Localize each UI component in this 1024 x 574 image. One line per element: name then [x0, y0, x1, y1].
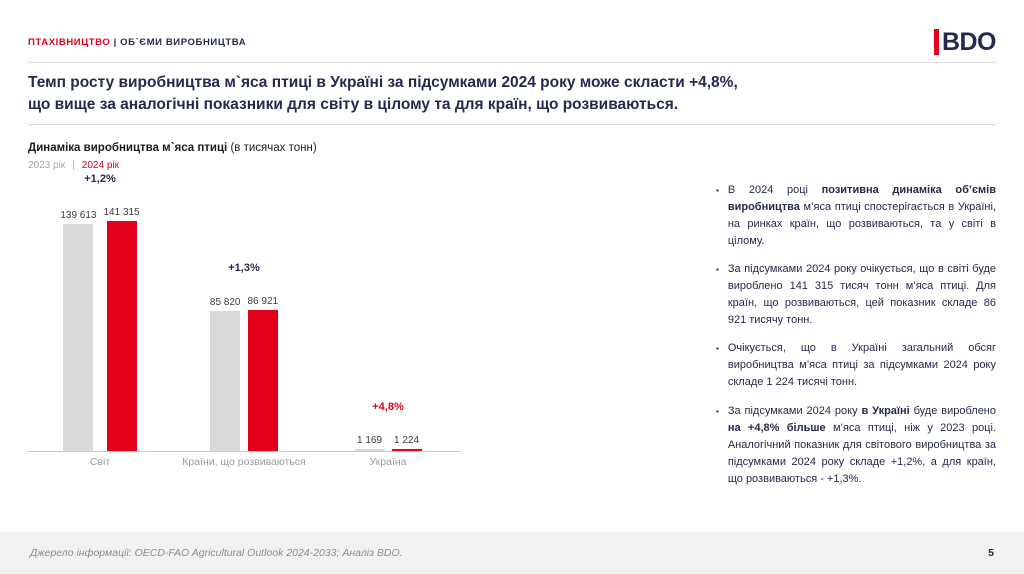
bullet-marker: ▪ [716, 344, 719, 354]
bullet-text-segment: За підсумками 2024 року очікується, що в… [727, 263, 996, 327]
chart-title-bold: Динаміка виробництва м`яса птиці [28, 142, 228, 154]
category-label: Україна [369, 456, 407, 468]
bar-wrap: 1 169 [354, 435, 385, 451]
bullet-list: ▪ В 2024 році позитивна динаміка об’ємів … [716, 182, 996, 499]
growth-label: +1,2% [84, 173, 116, 185]
bullet-text-segment: В 2024 році [727, 184, 822, 196]
bar-wrap: 85 820 [210, 297, 241, 451]
chart-title-rest: (в тисячах тонн) [227, 142, 317, 154]
bullet-text: За підсумками 2024 року в Україні буде в… [728, 403, 996, 488]
section-label: ПТАХІВНИЦТВО | ОБ`ЄМИ ВИРОБНИЦТВА [28, 37, 246, 48]
bar-group: +1,2% 139 613 141 315 [28, 173, 172, 451]
bar [391, 449, 422, 451]
bar-value-label: 85 820 [209, 297, 241, 308]
bullet-text-segment: буде вироблено [909, 404, 997, 417]
growth-label: +4,8% [372, 401, 404, 413]
page-title-line2: що вище за аналогічні показники для світ… [28, 95, 679, 113]
bullet-text: В 2024 році позитивна динаміка об’ємів в… [728, 182, 996, 250]
bullet-text-bold: в Україні [861, 404, 910, 417]
legend-separator: | [72, 160, 75, 171]
bullet-text: За підсумками 2024 року очікується, що в… [728, 261, 996, 329]
bullet-marker: ▪ [716, 406, 719, 416]
bullet-text-segment: м’яса птиці спостерігається в Україні, н… [727, 201, 996, 248]
bullet-text-bold: на +4,8% більше [727, 421, 826, 434]
bar-wrap: 86 921 [247, 296, 279, 451]
growth-label: +1,3% [228, 262, 260, 274]
bar-value-label: 1 224 [393, 435, 420, 446]
footer: Джерело інформації: OECD-FAO Agricultura… [0, 532, 1024, 574]
bullet-item: ▪ За підсумками 2024 року очікується, що … [716, 261, 996, 329]
bullet-marker: ▪ [716, 265, 719, 275]
bar-value-label: 86 921 [247, 296, 279, 307]
bullet-text-segment: м’яса птиці, ніж у 2023 році. Аналогічни… [727, 421, 996, 485]
title-divider [28, 124, 996, 125]
bullet-item: ▪ В 2024 році позитивна динаміка об’ємів … [716, 182, 996, 250]
bar [63, 224, 94, 451]
bdo-logo: BDO [933, 27, 997, 57]
bullet-text: Очікується, що в Україні загальний обсяг… [728, 340, 996, 391]
bullet-text-bold: позитивна динаміка об’ємів виробництва [727, 184, 996, 214]
bar [210, 311, 241, 451]
top-header: ПТАХІВНИЦТВО | ОБ`ЄМИ ВИРОБНИЦТВА BDO [28, 26, 997, 58]
bar [247, 310, 278, 451]
page-title-line1: Темп росту виробництва м`яса птиці в Укр… [28, 74, 738, 91]
category-label: Країни, що розвиваються [182, 456, 306, 468]
section-label-rest: | ОБ`ЄМИ ВИРОБНИЦТВА [110, 36, 247, 48]
bar-value-label: 141 315 [103, 207, 140, 218]
bullet-item: ▪ За підсумками 2024 року в Україні буде … [716, 403, 996, 488]
chart-legend: 2023 рік | 2024 рік [28, 160, 119, 171]
bullet-text-segment: Очікується, що в Україні загальний обсяг… [727, 342, 996, 389]
section-label-red: ПТАХІВНИЦТВО [28, 36, 111, 48]
chart-title: Динаміка виробництва м`яса птиці (в тися… [28, 142, 317, 154]
bar-value-label: 1 169 [356, 435, 383, 446]
chart-plot: +1,2% 139 613 141 315 +1,3% 85 820 86 921 +4,8… [28, 173, 460, 452]
bar-wrap: 141 315 [104, 207, 140, 451]
bar-wrap: 1 224 [391, 435, 422, 451]
chart-categories: Світ Країни, що розвиваються Україна [28, 456, 460, 468]
bar-value-label: 139 613 [60, 210, 97, 221]
bdo-logo-bar [933, 29, 939, 55]
bullet-item: ▪ Очікується, що в Україні загальний обся… [716, 340, 996, 391]
bar-wrap: 139 613 [60, 210, 97, 451]
category-label: Світ [89, 456, 111, 468]
bdo-logo-text: BDO [941, 27, 997, 56]
legend-item: 2024 рік [81, 160, 119, 171]
bar-group: +1,3% 85 820 86 921 [172, 182, 316, 451]
header-divider [28, 62, 996, 63]
bullet-marker: ▪ [716, 186, 719, 195]
page-title: Темп росту виробництва м`яса птиці в Укр… [28, 72, 996, 115]
bar-group: +4,8% 1 169 1 224 [316, 182, 460, 451]
legend-item: 2023 рік [28, 160, 66, 171]
bar [354, 449, 385, 451]
bar [106, 221, 137, 451]
page-number: 5 [988, 547, 994, 559]
footer-source: Джерело інформації: OECD-FAO Agricultura… [30, 547, 403, 559]
bullet-text-segment: За підсумками 2024 року [727, 404, 862, 417]
